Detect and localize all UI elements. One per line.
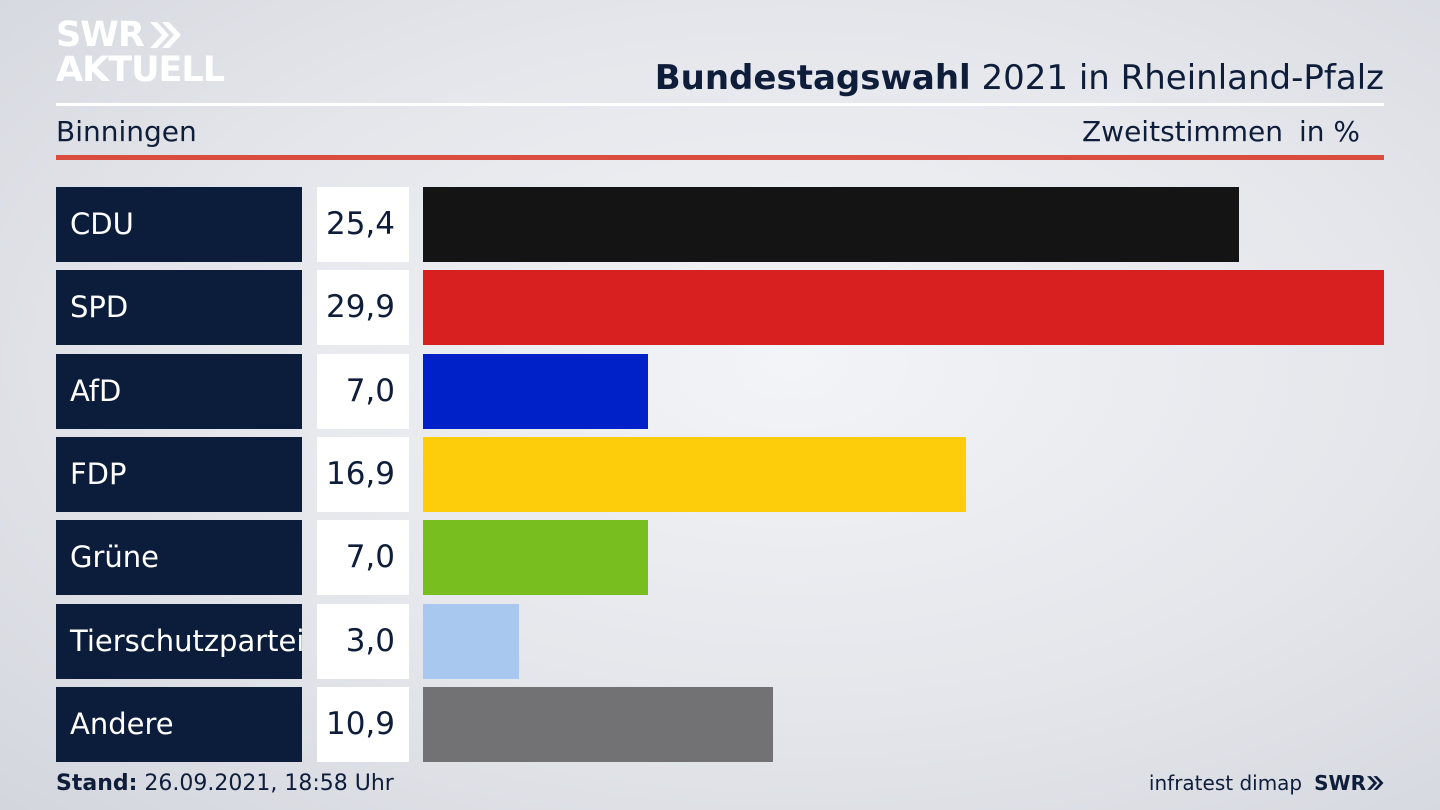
value-label: 29,9 (317, 270, 409, 345)
party-label: AfD (56, 354, 302, 429)
bar (423, 270, 1384, 345)
footer-credits: infratest dimap SWR (1149, 771, 1384, 795)
value-label: 7,0 (317, 354, 409, 429)
value-label: 10,9 (317, 687, 409, 762)
title-bold: Bundestagswahl (654, 58, 971, 98)
bar (423, 187, 1239, 262)
party-label: Andere (56, 687, 302, 762)
swr-small-logo: SWR (1314, 771, 1384, 795)
small-chevron-icon (1367, 776, 1384, 790)
source-label: infratest dimap (1148, 771, 1303, 795)
unit-label: in % (1299, 115, 1361, 148)
region-label: Binningen (56, 115, 197, 148)
accent-divider (56, 155, 1384, 160)
party-label: SPD (56, 270, 302, 345)
logo-line-2: AKTUELL (56, 50, 225, 90)
party-label: CDU (56, 187, 302, 262)
bar (423, 354, 648, 429)
party-label: FDP (56, 437, 302, 512)
brand-label: SWR (1314, 771, 1366, 795)
title-rest: 2021 in Rheinland-Pfalz (970, 58, 1384, 98)
double-chevron-icon (148, 20, 182, 50)
page-title: Bundestagswahl 2021 in Rheinland-Pfalz (655, 58, 1384, 98)
value-label: 3,0 (317, 604, 409, 679)
value-label: 7,0 (317, 520, 409, 595)
value-label: 16,9 (317, 437, 409, 512)
stand-value: 26.09.2021, 18:58 Uhr (137, 771, 394, 796)
party-label: Tierschutzpartei (56, 604, 304, 679)
bar (423, 520, 648, 595)
header-divider (56, 103, 1384, 106)
logo-line-1: SWR (56, 15, 145, 55)
stand-label: Stand: (56, 771, 138, 796)
timestamp: Stand: 26.09.2021, 18:58 Uhr (56, 771, 394, 796)
bar (423, 687, 773, 762)
measure-label: Zweitstimmen (1082, 115, 1283, 148)
party-label: Grüne (56, 520, 302, 595)
bar (423, 604, 519, 679)
value-label: 25,4 (317, 187, 409, 262)
swr-aktuell-logo: SWR AKTUELL (56, 15, 225, 90)
bar (423, 437, 966, 512)
